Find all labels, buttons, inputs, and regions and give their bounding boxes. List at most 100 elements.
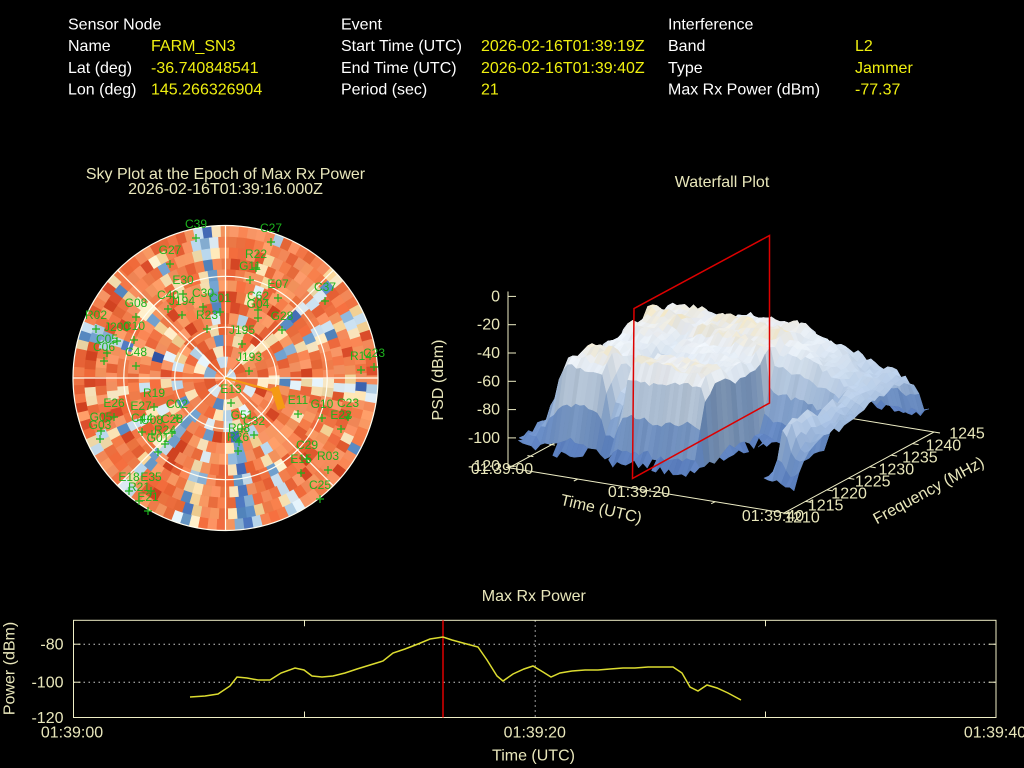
svg-text:R19: R19: [143, 386, 165, 400]
svg-text:-100: -100: [468, 430, 500, 447]
svg-text:-120: -120: [468, 458, 500, 475]
svg-text:L2: L2: [855, 38, 873, 55]
svg-text:Event: Event: [341, 17, 382, 34]
svg-text:C23: C23: [363, 346, 385, 360]
svg-text:R23: R23: [196, 308, 218, 322]
svg-text:PSD (dBm): PSD (dBm): [430, 340, 447, 421]
svg-text:FARM_SN3: FARM_SN3: [151, 38, 236, 55]
svg-text:C10: C10: [123, 319, 145, 333]
svg-text:C39: C39: [185, 217, 207, 231]
svg-text:-40: -40: [477, 345, 500, 362]
svg-text:Start Time (UTC): Start Time (UTC): [341, 38, 462, 55]
svg-text:C23: C23: [337, 396, 359, 410]
svg-text:C32: C32: [243, 414, 265, 428]
svg-text:C05: C05: [96, 332, 118, 346]
svg-text:C02: C02: [166, 397, 188, 411]
svg-text:Lon (deg): Lon (deg): [68, 82, 137, 99]
svg-text:Period (sec): Period (sec): [341, 82, 427, 99]
svg-text:Type: Type: [668, 60, 703, 77]
svg-text:Waterfall Plot: Waterfall Plot: [675, 174, 770, 191]
svg-text:R26: R26: [227, 430, 249, 444]
svg-text:J200: J200: [104, 320, 130, 334]
svg-text:G51: G51: [231, 408, 254, 422]
svg-text:E15: E15: [290, 452, 312, 466]
svg-text:E27: E27: [130, 399, 152, 413]
svg-text:G28: G28: [271, 309, 294, 323]
svg-text:1210: 1210: [784, 510, 820, 527]
svg-text:1220: 1220: [831, 486, 867, 503]
svg-text:2026-02-16T01:39:19Z: 2026-02-16T01:39:19Z: [481, 38, 645, 55]
svg-text:J194: J194: [169, 294, 195, 308]
svg-text:C48: C48: [125, 345, 147, 359]
svg-text:Sensor Node: Sensor Node: [68, 17, 161, 34]
svg-text:Interference: Interference: [668, 17, 753, 34]
svg-text:C40: C40: [157, 288, 179, 302]
svg-text:1225: 1225: [855, 474, 891, 491]
svg-text:Max Rx Power: Max Rx Power: [482, 588, 587, 605]
svg-text:C37: C37: [314, 280, 336, 294]
svg-text:R02: R02: [85, 308, 107, 322]
svg-text:1215: 1215: [808, 498, 844, 515]
svg-text:J193: J193: [236, 350, 262, 364]
svg-text:C06: C06: [93, 340, 115, 354]
svg-text:-80: -80: [477, 402, 500, 419]
svg-text:Power (dBm): Power (dBm): [2, 622, 19, 715]
svg-text:01:39:20: 01:39:20: [608, 484, 670, 501]
svg-text:R03: R03: [317, 449, 339, 463]
svg-text:01:39:00: 01:39:00: [471, 461, 533, 478]
svg-text:Band: Band: [668, 38, 705, 55]
svg-text:C25: C25: [309, 478, 331, 492]
svg-text:21: 21: [481, 82, 499, 99]
svg-text:E30: E30: [172, 273, 194, 287]
svg-text:-120: -120: [31, 710, 63, 727]
svg-text:E18: E18: [118, 470, 140, 484]
svg-text:Name: Name: [68, 38, 111, 55]
svg-text:C01: C01: [209, 291, 231, 305]
svg-text:C29: C29: [296, 438, 318, 452]
svg-text:C30: C30: [192, 286, 214, 300]
svg-text:G27: G27: [159, 243, 182, 257]
svg-text:1235: 1235: [902, 450, 938, 467]
svg-text:01:39:00: 01:39:00: [41, 725, 103, 742]
svg-text:-100: -100: [31, 675, 63, 692]
svg-text:Time (UTC): Time (UTC): [492, 748, 575, 765]
svg-text:01:39:20: 01:39:20: [504, 725, 566, 742]
svg-text:R22: R22: [245, 247, 267, 261]
svg-text:2026-02-16T01:39:40Z: 2026-02-16T01:39:40Z: [481, 60, 645, 77]
svg-text:R24: R24: [154, 423, 176, 437]
svg-text:E35: E35: [140, 470, 162, 484]
svg-text:C44: C44: [131, 411, 153, 425]
svg-text:-20: -20: [477, 317, 500, 334]
svg-text:0: 0: [491, 288, 500, 305]
svg-text:Jammer: Jammer: [855, 60, 913, 77]
svg-text:G08: G08: [125, 296, 148, 310]
svg-text:G01: G01: [147, 431, 170, 445]
svg-text:R08: R08: [228, 421, 250, 435]
svg-text:-77.37: -77.37: [855, 82, 900, 99]
svg-text:G10: G10: [311, 397, 334, 411]
svg-text:01:39:40: 01:39:40: [742, 508, 804, 525]
svg-text:1245: 1245: [949, 426, 985, 443]
svg-text:E11: E11: [288, 393, 309, 407]
svg-text:Lat (deg): Lat (deg): [68, 60, 132, 77]
svg-text:E22: E22: [330, 408, 352, 422]
svg-text:J195: J195: [229, 323, 255, 337]
svg-text:1240: 1240: [926, 438, 962, 455]
svg-text:2026-02-16T01:39:16.000Z: 2026-02-16T01:39:16.000Z: [128, 181, 323, 198]
svg-text:E13: E13: [220, 382, 242, 396]
svg-text:End Time (UTC): End Time (UTC): [341, 60, 457, 77]
svg-text:G11: G11: [239, 259, 261, 273]
svg-text:1230: 1230: [879, 462, 915, 479]
svg-text:-36.740848541: -36.740848541: [151, 60, 259, 77]
svg-text:C28: C28: [161, 412, 183, 426]
svg-text:Sky Plot at the Epoch of Max R: Sky Plot at the Epoch of Max Rx Power: [86, 166, 366, 183]
svg-text:U08: U08: [141, 413, 163, 427]
svg-text:G05: G05: [90, 410, 113, 424]
svg-text:C62: C62: [247, 289, 269, 303]
svg-text:-80: -80: [40, 637, 63, 654]
svg-text:145.266326904: 145.266326904: [151, 82, 262, 99]
svg-text:G03: G03: [89, 418, 112, 432]
svg-text:E07: E07: [267, 277, 289, 291]
svg-text:R14: R14: [350, 349, 372, 363]
svg-text:-60: -60: [477, 373, 500, 390]
